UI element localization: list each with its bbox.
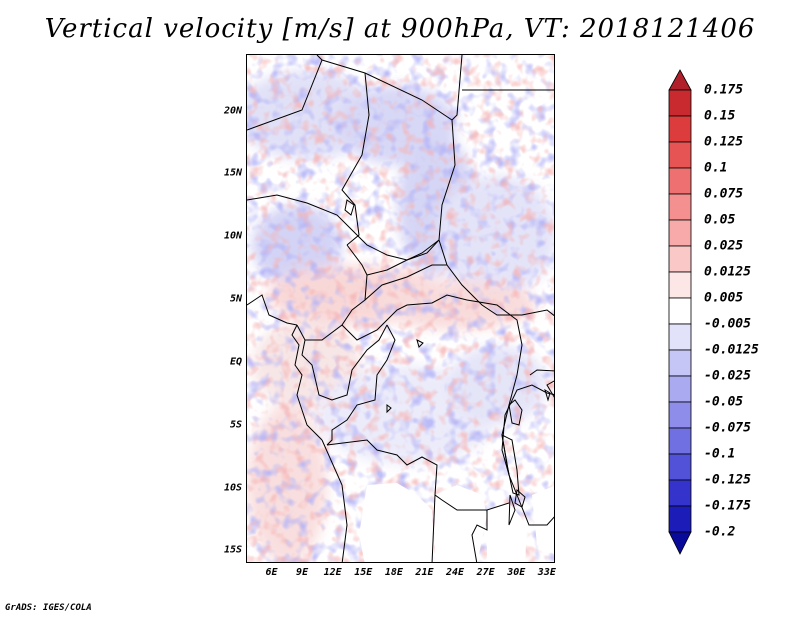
lon-tick-label: 21E — [415, 567, 434, 578]
colorbar-swatch — [668, 479, 692, 507]
colorbar-level-label: 0.1 — [704, 160, 728, 176]
colorbar-level-label: -0.175 — [704, 498, 751, 514]
map-plot-area — [246, 54, 555, 563]
lat-tick-label: 15N — [223, 167, 242, 179]
colorbar — [668, 69, 692, 555]
grads-credit: GrADS: IGES/COLA — [5, 603, 92, 613]
colorbar-swatch — [668, 297, 692, 325]
colorbar-level-label: 0.175 — [704, 82, 744, 98]
colorbar-level-label: 0.025 — [704, 238, 744, 254]
colorbar-swatch — [668, 375, 692, 403]
colorbar-level-label: 0.05 — [704, 212, 736, 228]
colorbar-level-label: 0.0125 — [704, 264, 751, 280]
colorbar-swatch — [668, 427, 692, 455]
lon-tick-label: 9E — [296, 567, 309, 578]
velocity-field-map — [247, 55, 554, 562]
colorbar-swatch — [668, 349, 692, 377]
lat-tick-label: 5S — [229, 419, 242, 431]
lon-tick-label: 6E — [265, 567, 278, 578]
colorbar-swatch — [668, 453, 692, 481]
colorbar-level-label: -0.005 — [704, 316, 751, 332]
lon-tick-label: 15E — [354, 567, 373, 578]
colorbar-level-label: -0.1 — [704, 446, 736, 462]
colorbar-level-label: -0.075 — [704, 420, 751, 436]
lakes — [344, 199, 554, 526]
colorbar-min-arrow — [668, 531, 692, 555]
lat-tick-label: 15S — [223, 544, 242, 556]
colorbar-level-label: -0.025 — [704, 368, 751, 384]
colorbar-level-label: 0.005 — [704, 290, 744, 306]
lon-tick-label: 18E — [384, 567, 403, 578]
lat-tick-label: 20N — [223, 105, 242, 117]
colorbar-swatch — [668, 141, 692, 169]
colorbar-max-arrow — [668, 69, 692, 91]
colorbar-swatch — [668, 505, 692, 533]
lat-tick-label: EQ — [229, 356, 242, 368]
colorbar-swatch — [668, 89, 692, 117]
lon-tick-label: 33E — [537, 567, 556, 578]
colorbar-level-label: -0.0125 — [704, 342, 759, 358]
chart-title: Vertical velocity [m/s] at 900hPa, VT: 2… — [44, 14, 756, 44]
lat-tick-label: 10S — [223, 482, 242, 494]
lon-tick-label: 24E — [446, 567, 465, 578]
colorbar-swatch — [668, 167, 692, 195]
colorbar-level-label: -0.2 — [704, 524, 736, 540]
lat-tick-label: 10N — [223, 230, 242, 242]
colorbar-swatch — [668, 193, 692, 221]
colorbar-swatch — [668, 245, 692, 273]
colorbar-level-label: -0.125 — [704, 472, 751, 488]
lon-tick-label: 12E — [323, 567, 342, 578]
colorbar-swatch — [668, 323, 692, 351]
colorbar-level-label: 0.075 — [704, 186, 744, 202]
colorbar-swatch — [668, 401, 692, 429]
colorbar-swatch — [668, 219, 692, 247]
colorbar-swatch — [668, 271, 692, 299]
lat-tick-label: 5N — [229, 293, 242, 305]
lon-tick-label: 30E — [507, 567, 526, 578]
lon-tick-label: 27E — [476, 567, 495, 578]
colorbar-level-label: -0.05 — [704, 394, 744, 410]
colorbar-level-label: 0.125 — [704, 134, 744, 150]
colorbar-level-label: 0.15 — [704, 108, 736, 124]
colorbar-swatch — [668, 115, 692, 143]
country-borders — [247, 55, 554, 562]
